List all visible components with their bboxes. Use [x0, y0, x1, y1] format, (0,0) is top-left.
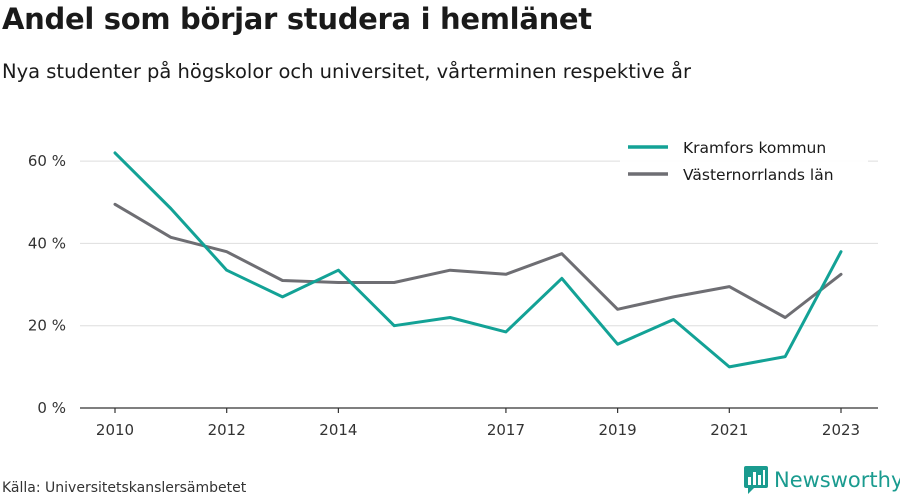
legend-label: Västernorrlands län — [683, 166, 834, 184]
brand-logo: Newsworthy — [744, 466, 900, 494]
chart-subtitle: Nya studenter på högskolor och universit… — [2, 60, 691, 83]
y-tick-label: 60 % — [28, 152, 66, 170]
brand-name: Newsworthy — [774, 468, 900, 492]
x-tick-label: 2021 — [710, 421, 748, 439]
y-tick-label: 0 % — [37, 399, 66, 417]
y-tick-label: 40 % — [28, 234, 66, 252]
series-line-vasternorrland — [113, 202, 843, 319]
legend-label: Kramfors kommun — [683, 139, 826, 157]
chart-title: Andel som börjar studera i hemlänet — [2, 2, 592, 36]
y-tick-label: 20 % — [28, 317, 66, 335]
series-line-kramfors — [113, 151, 843, 369]
source-note: Källa: Universitetskanslersämbetet — [2, 480, 247, 496]
bar-chart-logo-icon — [744, 466, 768, 494]
x-tick-label: 2019 — [599, 421, 637, 439]
x-tick-label: 2010 — [96, 421, 134, 439]
x-tick-label: 2017 — [487, 421, 525, 439]
legend-background — [620, 130, 868, 190]
x-tick-label: 2012 — [208, 421, 246, 439]
x-tick-label: 2023 — [822, 421, 860, 439]
x-tick-label: 2014 — [319, 421, 357, 439]
line-chart: 0 % 20 % 40 % 60 % 2010 2012 2014 2017 2019 2021 2… — [27, 130, 878, 439]
